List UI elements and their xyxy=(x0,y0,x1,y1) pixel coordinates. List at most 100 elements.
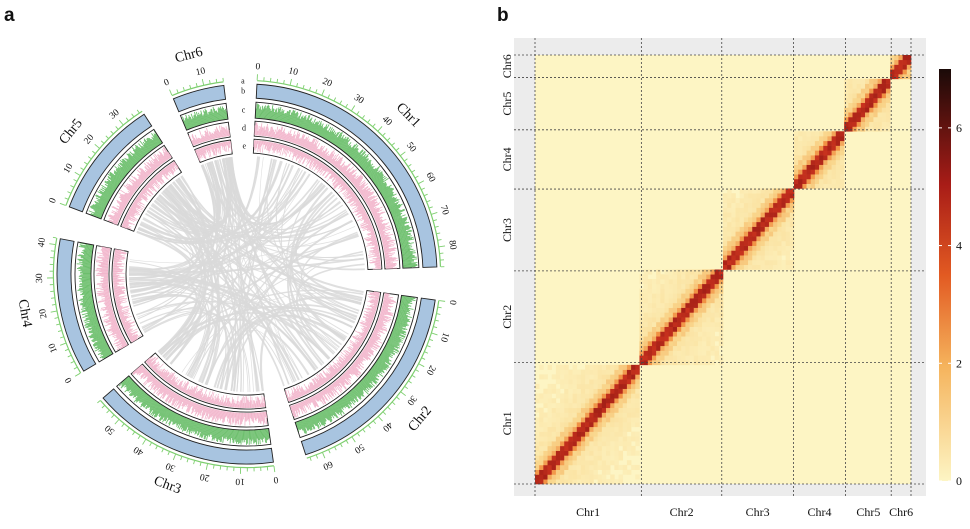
heatmap-cell xyxy=(677,289,681,294)
heatmap-cell xyxy=(602,474,606,479)
heatmap-cell xyxy=(581,374,585,379)
heatmap-cell xyxy=(656,270,660,275)
heatmap-cell xyxy=(581,389,585,394)
chr1-tick xyxy=(422,188,425,190)
heatmap-cell xyxy=(543,460,547,465)
chr4-track-c-bar xyxy=(80,272,91,273)
heatmap-cell xyxy=(627,470,631,475)
heatmap-cell xyxy=(635,436,639,441)
heatmap-cell xyxy=(573,365,577,370)
heatmap-cell xyxy=(560,479,564,484)
chr1-tick xyxy=(368,119,370,122)
heatmap-cell xyxy=(548,417,552,422)
heatmap-cell xyxy=(844,127,848,132)
heatmap-cell xyxy=(543,474,547,479)
chr1-tick xyxy=(334,98,336,101)
heatmap-cell xyxy=(819,141,823,146)
heatmap-cell xyxy=(577,408,581,413)
heatmap-cell xyxy=(719,274,723,279)
heatmap-cell xyxy=(869,127,873,132)
heatmap-cell xyxy=(589,384,593,389)
heatmap-cell xyxy=(535,446,539,451)
heatmap-cell xyxy=(685,308,689,313)
heatmap-cell xyxy=(740,246,744,251)
heatmap-cell xyxy=(798,165,802,170)
heatmap-cell xyxy=(781,231,785,236)
heatmap-cell xyxy=(706,289,710,294)
heatmap-cell xyxy=(706,331,710,336)
chr1-tick xyxy=(437,233,440,234)
panel-a-letter: a xyxy=(4,5,15,26)
heatmap-cell xyxy=(827,160,831,165)
chr3-label: Chr3 xyxy=(152,474,183,498)
heatmap-cell xyxy=(827,155,831,160)
heatmap-cell xyxy=(548,393,552,398)
heatmap-cell xyxy=(581,451,585,456)
heatmap-cell xyxy=(602,451,606,456)
heatmap-cell xyxy=(853,117,857,122)
heatmap-cell xyxy=(744,241,748,246)
heatmap-cell xyxy=(719,298,723,303)
heatmap-cell xyxy=(556,422,560,427)
heatmap-cell xyxy=(694,341,698,346)
heatmap-cell xyxy=(719,293,723,298)
heatmap-cell xyxy=(556,455,560,460)
heatmap-cell xyxy=(781,241,785,246)
heatmap-cell xyxy=(577,417,581,422)
heatmap-cell xyxy=(560,432,564,437)
heatmap-cell xyxy=(564,365,568,370)
chr2-tick-label: 20 xyxy=(424,363,437,376)
heatmap-cell xyxy=(585,365,589,370)
chr1-tick xyxy=(435,226,438,227)
heatmap-cell xyxy=(543,451,547,456)
heatmap-cell xyxy=(882,103,886,108)
chr3-track-e-bar xyxy=(243,403,244,408)
heatmap-cell xyxy=(535,436,539,441)
heatmap-cell xyxy=(623,446,627,451)
heatmap-cell xyxy=(756,265,760,270)
heatmap-cell xyxy=(773,222,777,227)
heatmap-cell xyxy=(873,122,877,127)
heatmap-cell xyxy=(656,327,660,332)
heatmap-cell xyxy=(552,408,556,413)
heatmap-cell xyxy=(736,222,740,227)
heatmap-cell xyxy=(769,208,773,213)
chr2-tick-label: 10 xyxy=(438,331,450,343)
heatmap-cell xyxy=(685,346,689,351)
heatmap-cell xyxy=(702,346,706,351)
heatmap-cell xyxy=(740,208,744,213)
chr5-tick xyxy=(101,141,104,143)
heatmap-cell xyxy=(598,436,602,441)
heatmap-cell xyxy=(715,298,719,303)
heatmap-cell xyxy=(752,203,756,208)
heatmap-cell xyxy=(644,274,648,279)
heatmap-cell xyxy=(756,217,760,222)
heatmap-cell xyxy=(577,436,581,441)
heatmap-cell xyxy=(556,451,560,456)
heatmap-cell xyxy=(598,441,602,446)
chr3-tick-label: 40 xyxy=(132,444,146,458)
heatmap-cell xyxy=(552,441,556,446)
heatmap-x-label-chr5: Chr5 xyxy=(856,505,880,519)
heatmap-cell xyxy=(698,322,702,327)
heatmap-cell xyxy=(539,393,543,398)
heatmap-cell xyxy=(752,236,756,241)
heatmap-cell xyxy=(740,198,744,203)
heatmap-cell xyxy=(706,341,710,346)
heatmap-cell xyxy=(861,122,865,127)
heatmap-cell xyxy=(761,193,765,198)
heatmap-cell xyxy=(731,193,735,198)
heatmap-cell xyxy=(857,93,861,98)
heatmap-cell xyxy=(819,131,823,136)
heatmap-cell xyxy=(665,284,669,289)
heatmap-cell xyxy=(535,427,539,432)
chr2-tick xyxy=(341,444,343,447)
heatmap-cell xyxy=(748,208,752,213)
heatmap-cell xyxy=(564,465,568,470)
heatmap-cell xyxy=(698,289,702,294)
heatmap-cell xyxy=(773,265,777,270)
heatmap-cell xyxy=(560,422,564,427)
heatmap-cell xyxy=(756,250,760,255)
heatmap-cell xyxy=(627,384,631,389)
heatmap-cell xyxy=(786,222,790,227)
